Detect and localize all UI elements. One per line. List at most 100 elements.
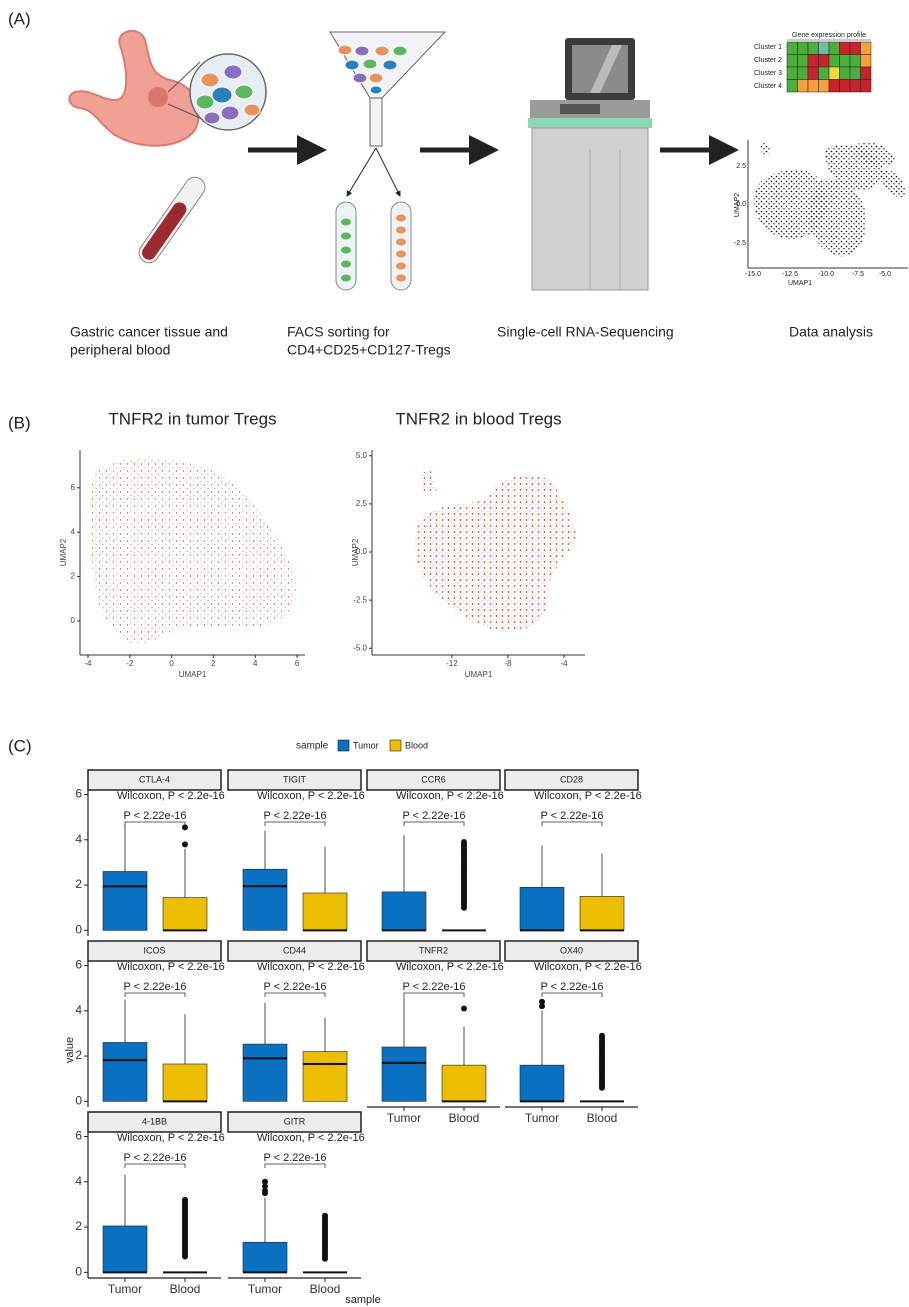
test-label: Wilcoxon, P < 2.2e-16	[117, 1132, 225, 1144]
bracket	[542, 993, 602, 997]
outlier	[262, 1179, 268, 1185]
box	[243, 1044, 287, 1101]
y-tick-label: 2.5	[356, 499, 368, 508]
x-tick-label: -12	[446, 659, 458, 668]
chart-title: TNFR2 in tumor Tregs	[108, 409, 276, 428]
illustration	[69, 31, 909, 290]
heatmap-cell	[861, 80, 872, 93]
x-tick-label: 4	[253, 659, 258, 668]
heatmap-cell	[787, 67, 798, 80]
test-label: Wilcoxon, P < 2.2e-16	[534, 790, 642, 802]
facet-label: CTLA-4	[139, 774, 170, 784]
outlier	[539, 999, 545, 1005]
caption: peripheral blood	[70, 342, 170, 358]
y-tick-label: 0	[71, 616, 76, 625]
x-tick-label: Tumor	[108, 1282, 142, 1296]
bracket	[125, 1164, 185, 1168]
heatmap-cell	[798, 80, 809, 93]
heatmap-cell	[819, 55, 830, 68]
heatmap-cell	[829, 80, 840, 93]
outlier	[461, 1006, 467, 1012]
p-label: P < 2.22e-16	[263, 1152, 326, 1164]
heatmap-cell	[861, 55, 872, 68]
heatmap-cell	[840, 55, 851, 68]
x-tick-label: Blood	[587, 1111, 618, 1125]
heatmap-cell	[798, 67, 809, 80]
x-tick-label: Blood	[310, 1282, 341, 1296]
y-tick-label: 2	[75, 1048, 82, 1062]
mini-axis-label: UMAP1	[788, 280, 812, 287]
mini-axis-label: UMAP2	[734, 193, 741, 217]
bracket	[404, 993, 464, 997]
facet-label: 4-1BB	[142, 1116, 167, 1126]
heatmap-cell	[808, 42, 819, 55]
box	[103, 1226, 147, 1272]
x-tick-label: 6	[295, 659, 300, 668]
mini-tick-label: -2.5	[734, 240, 746, 247]
heatmap-row: Cluster 3	[754, 70, 782, 77]
figure: (A) (B) (C)	[0, 0, 909, 1307]
y-tick-label: 0	[75, 1094, 82, 1108]
outlier	[182, 1197, 188, 1203]
facet-label: TNFR2	[419, 945, 448, 955]
test-label: Wilcoxon, P < 2.2e-16	[257, 961, 365, 973]
point-cloud	[415, 471, 576, 632]
y-tick-label: 6	[75, 787, 82, 801]
heatmap-cell	[829, 42, 840, 55]
heatmap-cell	[787, 55, 798, 68]
panel-label: (B)	[8, 413, 31, 432]
x-tick-label: Tumor	[525, 1111, 559, 1125]
heatmap-cell	[829, 55, 840, 68]
heatmap-cell	[819, 42, 830, 55]
p-label: P < 2.22e-16	[263, 981, 326, 993]
mini-tick-label: -7.5	[852, 271, 864, 278]
heatmap-cell	[861, 67, 872, 80]
x-tick-label: -4	[560, 659, 568, 668]
legend-label: Tumor	[353, 740, 379, 750]
y-tick-label: 0	[75, 923, 82, 937]
p-label: P < 2.22e-16	[540, 810, 603, 822]
mini-tick-label: -10.0	[818, 271, 834, 278]
y-tick-label: 6	[75, 1129, 82, 1143]
heatmap-cell	[819, 67, 830, 80]
x-axis-label: UMAP1	[179, 670, 207, 679]
outlier	[182, 841, 188, 847]
y-tick-label: 5.0	[356, 451, 368, 460]
y-axis-label: UMAP2	[59, 538, 68, 566]
p-label: P < 2.22e-16	[540, 981, 603, 993]
box	[520, 1065, 564, 1101]
y-axis-label: value	[64, 1037, 76, 1063]
y-tick-label: -2.5	[353, 595, 367, 604]
test-label: Wilcoxon, P < 2.2e-16	[117, 961, 225, 973]
heatmap-cell	[808, 80, 819, 93]
test-label: Wilcoxon, P < 2.2e-16	[257, 1132, 365, 1144]
bracket	[125, 822, 185, 826]
y-tick-label: 2	[75, 877, 82, 891]
outlier	[461, 839, 467, 845]
panel-label: (C)	[8, 736, 32, 755]
y-tick-label: 2	[71, 572, 76, 581]
caption: FACS sorting for	[287, 324, 390, 340]
test-label: Wilcoxon, P < 2.2e-16	[534, 961, 642, 973]
box	[382, 1047, 426, 1101]
bracket	[404, 822, 464, 826]
facet-label: CCR6	[421, 774, 446, 784]
bracket	[265, 1164, 325, 1168]
bracket	[542, 822, 602, 826]
outlier	[322, 1213, 328, 1219]
legend-swatch	[338, 740, 349, 751]
y-tick-label: 4	[71, 527, 76, 536]
y-tick-label: 4	[75, 832, 82, 846]
heatmap-cell	[850, 55, 861, 68]
test-label: Wilcoxon, P < 2.2e-16	[396, 790, 504, 802]
box	[103, 871, 147, 930]
x-tick-label: Blood	[170, 1282, 201, 1296]
x-tick-label: Tumor	[248, 1282, 282, 1296]
y-tick-label: 0	[75, 1265, 82, 1279]
chart-title: TNFR2 in blood Tregs	[395, 409, 561, 428]
bracket	[265, 993, 325, 997]
p-label: P < 2.22e-16	[263, 810, 326, 822]
x-tick-label: -8	[504, 659, 512, 668]
facet-label: CD28	[560, 774, 583, 784]
